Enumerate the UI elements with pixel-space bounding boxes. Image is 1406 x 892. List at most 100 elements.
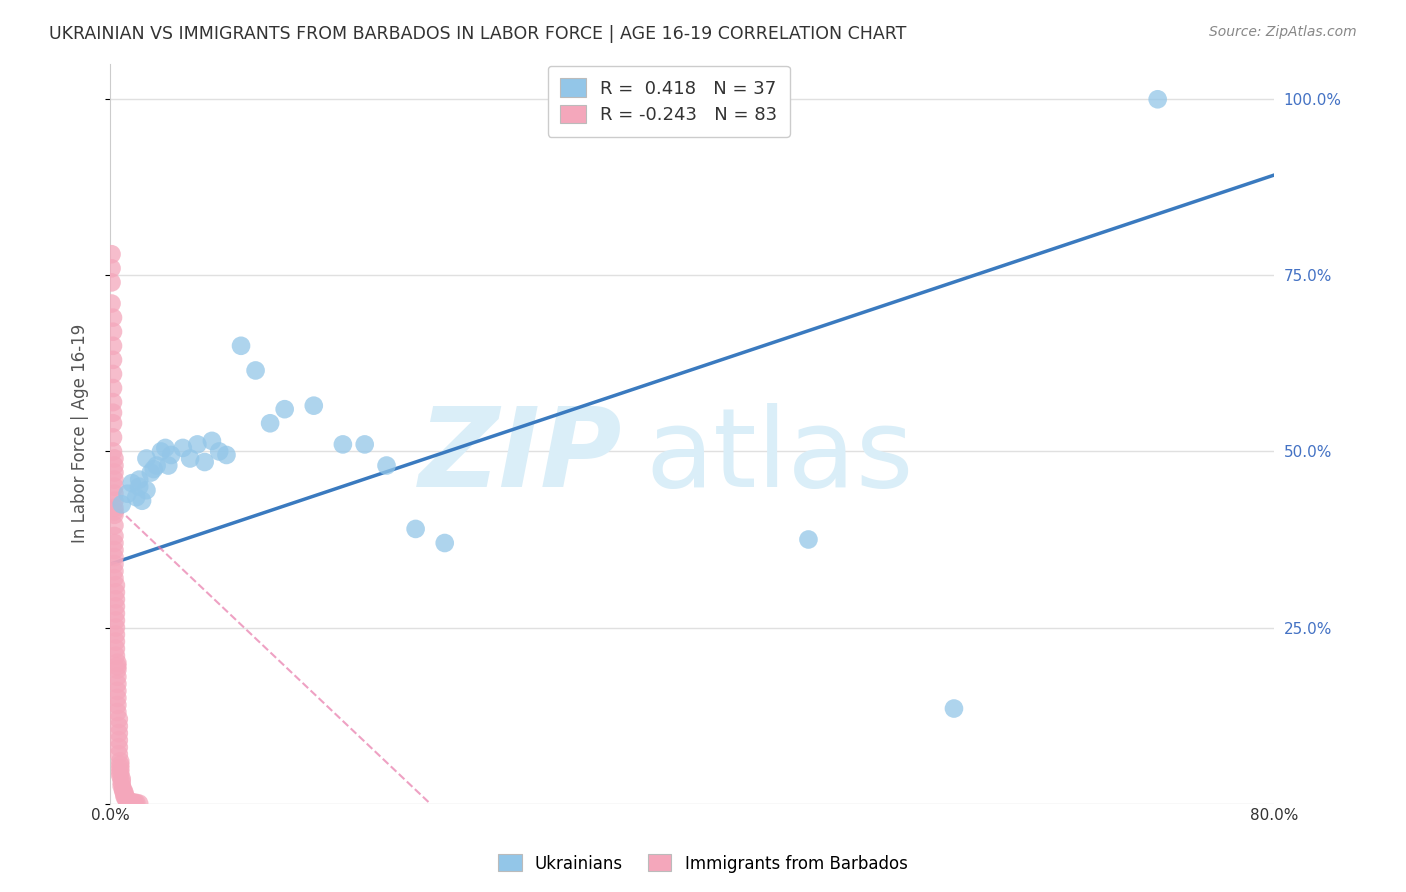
Immigrants from Barbados	[125, 796, 148, 810]
Immigrants from Barbados	[101, 367, 124, 381]
Immigrants from Barbados	[105, 670, 128, 684]
Immigrants from Barbados	[103, 458, 125, 473]
Immigrants from Barbados	[103, 466, 125, 480]
Ukrainians	[125, 490, 148, 504]
Immigrants from Barbados	[111, 775, 134, 789]
Immigrants from Barbados	[103, 500, 125, 515]
Immigrants from Barbados	[101, 381, 124, 395]
Immigrants from Barbados	[120, 795, 142, 809]
Immigrants from Barbados	[103, 504, 125, 518]
Legend: R =  0.418   N = 37, R = -0.243   N = 83: R = 0.418 N = 37, R = -0.243 N = 83	[548, 66, 790, 136]
Ukrainians	[433, 536, 456, 550]
Ukrainians	[145, 458, 167, 473]
Immigrants from Barbados	[128, 797, 150, 811]
Immigrants from Barbados	[111, 772, 134, 786]
Immigrants from Barbados	[101, 310, 124, 325]
Immigrants from Barbados	[101, 352, 124, 367]
Immigrants from Barbados	[107, 726, 129, 740]
Ukrainians	[139, 466, 162, 480]
Immigrants from Barbados	[118, 795, 141, 809]
Immigrants from Barbados	[104, 585, 127, 599]
Ukrainians	[215, 448, 238, 462]
Ukrainians	[186, 437, 208, 451]
Ukrainians	[353, 437, 375, 451]
Ukrainians	[208, 444, 231, 458]
Immigrants from Barbados	[117, 793, 139, 807]
Immigrants from Barbados	[105, 684, 128, 698]
Immigrants from Barbados	[104, 578, 127, 592]
Immigrants from Barbados	[103, 480, 125, 494]
Immigrants from Barbados	[100, 261, 122, 276]
Ukrainians	[942, 701, 965, 715]
Immigrants from Barbados	[107, 712, 129, 726]
Ukrainians	[1146, 92, 1168, 106]
Immigrants from Barbados	[124, 796, 146, 810]
Immigrants from Barbados	[112, 784, 135, 798]
Immigrants from Barbados	[103, 493, 125, 508]
Immigrants from Barbados	[110, 755, 132, 769]
Ukrainians	[179, 451, 201, 466]
Ukrainians	[131, 493, 153, 508]
Text: ZIP: ZIP	[419, 402, 623, 509]
Ukrainians	[273, 402, 295, 417]
Legend: Ukrainians, Immigrants from Barbados: Ukrainians, Immigrants from Barbados	[492, 847, 914, 880]
Immigrants from Barbados	[105, 663, 128, 677]
Ukrainians	[160, 448, 183, 462]
Immigrants from Barbados	[101, 444, 124, 458]
Immigrants from Barbados	[105, 659, 128, 673]
Immigrants from Barbados	[103, 550, 125, 565]
Immigrants from Barbados	[100, 247, 122, 261]
Immigrants from Barbados	[104, 634, 127, 648]
Immigrants from Barbados	[103, 529, 125, 543]
Ukrainians	[128, 473, 150, 487]
Ukrainians	[797, 533, 820, 547]
Immigrants from Barbados	[103, 564, 125, 578]
Ukrainians	[135, 451, 157, 466]
Immigrants from Barbados	[105, 705, 128, 719]
Text: Source: ZipAtlas.com: Source: ZipAtlas.com	[1209, 25, 1357, 39]
Immigrants from Barbados	[110, 768, 132, 782]
Ukrainians	[194, 455, 217, 469]
Immigrants from Barbados	[101, 406, 124, 420]
Immigrants from Barbados	[101, 417, 124, 431]
Immigrants from Barbados	[110, 757, 132, 772]
Immigrants from Barbados	[101, 430, 124, 444]
Immigrants from Barbados	[103, 557, 125, 571]
Immigrants from Barbados	[100, 276, 122, 290]
Ukrainians	[172, 441, 194, 455]
Immigrants from Barbados	[101, 339, 124, 353]
Immigrants from Barbados	[114, 789, 136, 804]
Immigrants from Barbados	[103, 518, 125, 533]
Immigrants from Barbados	[115, 792, 138, 806]
Ukrainians	[229, 339, 252, 353]
Immigrants from Barbados	[103, 571, 125, 585]
Immigrants from Barbados	[121, 795, 143, 809]
Immigrants from Barbados	[104, 607, 127, 621]
Immigrants from Barbados	[115, 791, 138, 805]
Immigrants from Barbados	[103, 473, 125, 487]
Immigrants from Barbados	[105, 690, 128, 705]
Immigrants from Barbados	[107, 740, 129, 755]
Immigrants from Barbados	[104, 621, 127, 635]
Immigrants from Barbados	[122, 796, 145, 810]
Immigrants from Barbados	[107, 719, 129, 733]
Text: UKRAINIAN VS IMMIGRANTS FROM BARBADOS IN LABOR FORCE | AGE 16-19 CORRELATION CHA: UKRAINIAN VS IMMIGRANTS FROM BARBADOS IN…	[49, 25, 907, 43]
Y-axis label: In Labor Force | Age 16-19: In Labor Force | Age 16-19	[72, 324, 89, 543]
Immigrants from Barbados	[114, 788, 136, 802]
Immigrants from Barbados	[104, 592, 127, 607]
Ukrainians	[332, 437, 354, 451]
Immigrants from Barbados	[103, 486, 125, 500]
Immigrants from Barbados	[104, 599, 127, 614]
Immigrants from Barbados	[104, 648, 127, 663]
Immigrants from Barbados	[104, 614, 127, 628]
Immigrants from Barbados	[117, 794, 139, 808]
Immigrants from Barbados	[114, 786, 136, 800]
Immigrants from Barbados	[111, 779, 134, 793]
Ukrainians	[1292, 92, 1315, 106]
Text: atlas: atlas	[645, 402, 914, 509]
Ukrainians	[150, 444, 173, 458]
Immigrants from Barbados	[104, 641, 127, 656]
Ukrainians	[245, 363, 267, 377]
Immigrants from Barbados	[105, 677, 128, 691]
Ukrainians	[201, 434, 224, 448]
